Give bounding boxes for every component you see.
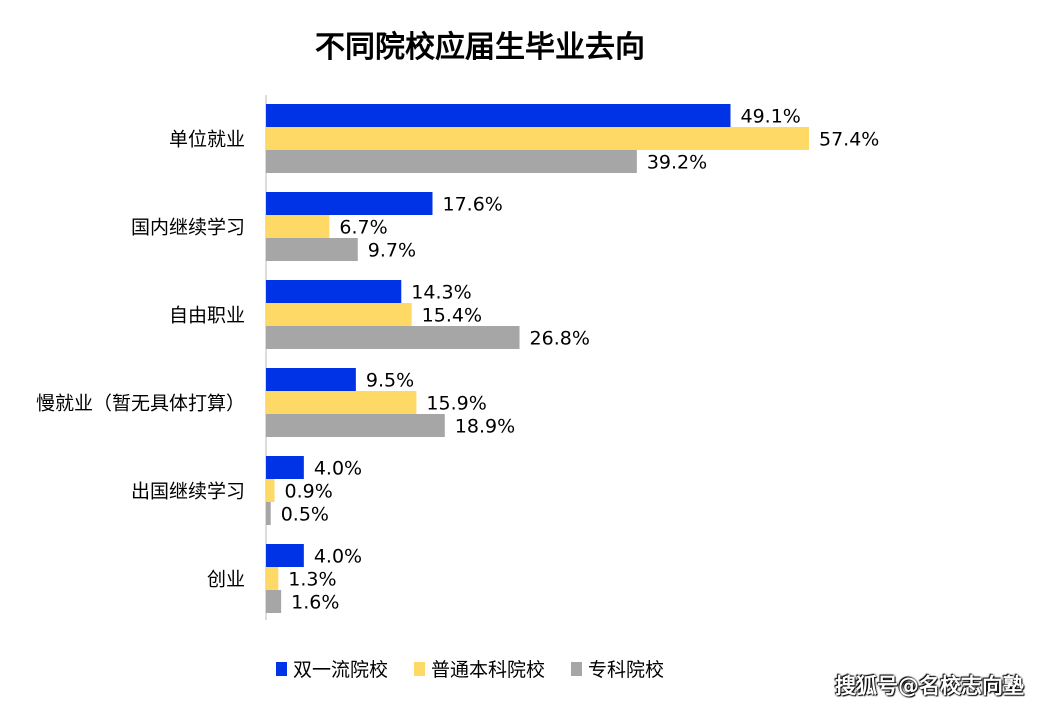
category-label: 慢就业（暂无具体打算） bbox=[36, 393, 245, 415]
chart-title: 不同院校应届生毕业去向 bbox=[315, 30, 645, 65]
bar-2 bbox=[266, 303, 412, 326]
watermark: 搜狐号@名校志向塾 bbox=[835, 674, 1024, 698]
data-label: 15.9% bbox=[426, 393, 486, 415]
bar-2 bbox=[266, 127, 810, 150]
data-label: 9.7% bbox=[368, 240, 416, 262]
data-label: 0.9% bbox=[285, 481, 333, 503]
bar-2 bbox=[266, 391, 417, 414]
bar-3 bbox=[266, 590, 282, 613]
data-label: 26.8% bbox=[530, 328, 590, 350]
legend-item: 双一流院校 bbox=[276, 655, 388, 682]
bar-1 bbox=[266, 192, 433, 215]
data-label: 14.3% bbox=[411, 282, 471, 304]
bar-3 bbox=[266, 326, 520, 349]
category-label: 单位就业 bbox=[169, 129, 245, 151]
bar-3 bbox=[266, 502, 271, 525]
data-label: 4.0% bbox=[314, 458, 362, 480]
legend: 双一流院校 普通本科院校 专科院校 bbox=[276, 655, 664, 682]
bar-1 bbox=[266, 368, 356, 391]
legend-item: 专科院校 bbox=[571, 655, 664, 682]
bar-3 bbox=[266, 414, 445, 437]
category-label: 自由职业 bbox=[169, 305, 245, 327]
data-label: 39.2% bbox=[647, 152, 707, 174]
data-label: 4.0% bbox=[314, 546, 362, 568]
legend-swatch bbox=[414, 661, 426, 676]
data-label: 9.5% bbox=[366, 370, 414, 392]
category-label: 创业 bbox=[207, 569, 245, 591]
data-label: 49.1% bbox=[740, 106, 800, 128]
bar-2 bbox=[266, 567, 279, 590]
bar-3 bbox=[266, 238, 358, 261]
bar-1 bbox=[266, 544, 304, 567]
data-label: 1.6% bbox=[291, 592, 339, 614]
bar-3 bbox=[266, 150, 637, 173]
data-label: 17.6% bbox=[442, 194, 502, 216]
legend-swatch bbox=[276, 661, 287, 676]
bar-2 bbox=[266, 479, 275, 502]
legend-label: 双一流院校 bbox=[293, 659, 389, 681]
category-label: 国内继续学习 bbox=[131, 217, 245, 239]
bar-1 bbox=[266, 280, 402, 303]
bar-1 bbox=[266, 456, 304, 479]
data-label: 57.4% bbox=[819, 129, 879, 151]
legend-swatch bbox=[571, 661, 583, 676]
data-label: 6.7% bbox=[339, 217, 387, 239]
bar-2 bbox=[266, 215, 330, 238]
category-label: 出国继续学习 bbox=[131, 481, 245, 503]
data-label: 1.3% bbox=[288, 569, 336, 591]
bar-1 bbox=[266, 104, 731, 127]
data-label: 15.4% bbox=[422, 305, 482, 327]
data-label: 18.9% bbox=[455, 416, 515, 438]
legend-label: 普通本科院校 bbox=[431, 659, 546, 681]
legend-label: 专科院校 bbox=[588, 659, 665, 681]
data-label: 0.5% bbox=[281, 504, 329, 526]
legend-item: 普通本科院校 bbox=[414, 655, 545, 682]
